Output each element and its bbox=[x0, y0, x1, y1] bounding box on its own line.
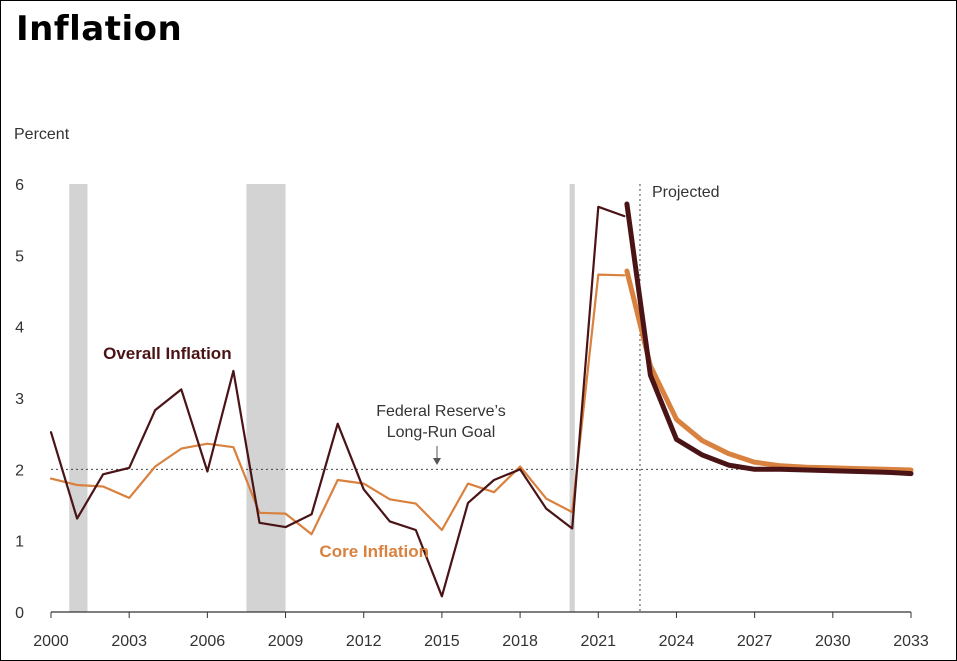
y-tick-label-5: 5 bbox=[15, 248, 24, 265]
y-tick-label-1: 1 bbox=[15, 534, 24, 551]
recession-shade-2 bbox=[246, 184, 286, 612]
long-run-goal-label-1: Federal Reserve’s bbox=[376, 403, 506, 420]
x-tick-label-2021: 2021 bbox=[580, 633, 616, 650]
series-line-overall-inflation bbox=[49, 205, 626, 598]
x-tick-label-2000: 2000 bbox=[33, 633, 69, 650]
y-tick-label-2: 2 bbox=[15, 462, 24, 479]
recession-shade-3 bbox=[569, 184, 575, 612]
y-tick-label-3: 3 bbox=[15, 391, 24, 408]
x-tick-label-2012: 2012 bbox=[346, 633, 382, 650]
x-tick-label-2006: 2006 bbox=[190, 633, 226, 650]
x-tick-label-2018: 2018 bbox=[502, 633, 538, 650]
series-line-core-inflation-projected bbox=[624, 268, 914, 473]
x-tick-label-2024: 2024 bbox=[659, 633, 695, 650]
x-tick-label-2030: 2030 bbox=[815, 633, 851, 650]
y-axis-label: Percent bbox=[14, 126, 70, 143]
x-tick-label-2033: 2033 bbox=[893, 633, 929, 650]
x-tick-label-2015: 2015 bbox=[424, 633, 460, 650]
series-line-core-inflation bbox=[49, 273, 626, 536]
x-tick-label-2027: 2027 bbox=[737, 633, 773, 650]
long-run-goal-arrowhead bbox=[433, 458, 441, 465]
y-tick-label-0: 0 bbox=[15, 605, 24, 622]
x-tick-label-2009: 2009 bbox=[268, 633, 304, 650]
y-tick-label-4: 4 bbox=[15, 320, 24, 337]
series-line-overall-inflation-projected bbox=[624, 201, 914, 477]
projected-label: Projected bbox=[652, 184, 720, 201]
series-annotation-2: Core Inflation bbox=[319, 542, 429, 561]
series-annotation-1: Overall Inflation bbox=[103, 344, 231, 363]
long-run-goal-label-2: Long-Run Goal bbox=[387, 424, 496, 441]
y-tick-label-6: 6 bbox=[15, 177, 24, 194]
x-tick-label-2003: 2003 bbox=[111, 633, 147, 650]
recession-shade-1 bbox=[69, 184, 88, 612]
chart-title: Inflation bbox=[16, 9, 183, 49]
